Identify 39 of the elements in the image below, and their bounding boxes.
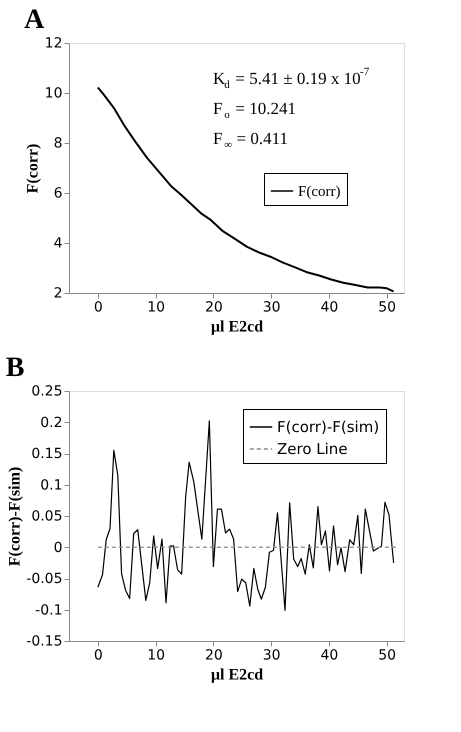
x-tick-label: 20 [204,648,223,664]
x-tick-label: 0 [94,300,103,316]
x-tick-label: 40 [320,300,338,316]
x-tick-label: 50 [378,648,396,664]
x-tick-label: 10 [147,648,166,664]
y-tick-label: 12 [44,36,62,52]
x-tick-label: 0 [94,648,103,664]
x-tick-label: 10 [147,300,166,316]
chart-title: B [6,352,24,383]
y-tick-label: -0.1 [35,602,62,618]
legend-label: F(corr)-F(sim) [277,418,380,436]
y-tick-label: 0.1 [40,477,62,494]
line-series [97,420,394,611]
y-tick-label: 0 [54,540,62,556]
annotation: F∞ = 0.411 [213,129,288,151]
legend-label: F(corr) [298,184,340,200]
y-tick-label: 0.2 [40,414,62,431]
y-tick-label: 2 [54,286,62,302]
y-tick-label: 0.05 [31,508,62,524]
y-tick-label: 0.25 [31,384,62,400]
y-tick-label: 0.15 [31,446,62,462]
chart-title: A [24,4,46,35]
legend-label: Zero Line [277,440,348,458]
y-tick-label: 10 [44,86,62,102]
x-axis-title: µl E2cd [210,318,264,336]
y-tick-label: -0.05 [26,571,62,587]
x-tick-label: 50 [378,300,396,316]
y-tick-label: 6 [54,186,63,202]
x-tick-label: 30 [262,648,281,664]
y-tick-label: 8 [54,136,62,152]
line-series [96,86,395,292]
y-axis-title: F(corr)-F(sim) [6,466,24,566]
x-tick-label: 20 [204,300,223,316]
x-axis-title: µl E2cd [210,666,264,684]
y-tick-label: -0.15 [26,634,62,650]
y-tick-label: 4 [54,236,63,252]
y-axis-title: F(corr) [24,144,42,194]
x-tick-label: 30 [262,300,281,316]
x-tick-label: 40 [320,648,338,664]
